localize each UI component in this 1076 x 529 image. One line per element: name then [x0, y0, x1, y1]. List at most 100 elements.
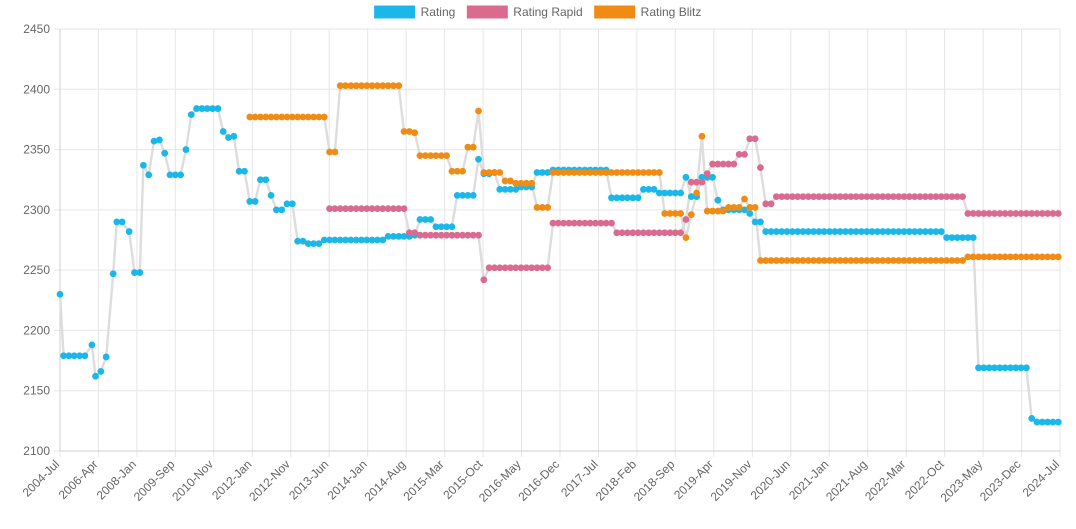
data-point	[427, 216, 435, 223]
data-point	[1054, 210, 1062, 217]
data-point	[735, 204, 743, 211]
legend-swatch-0	[374, 5, 416, 19]
legend-swatch-2	[594, 5, 636, 19]
data-point	[677, 189, 685, 197]
data-point	[719, 207, 727, 215]
data-point	[140, 161, 147, 169]
x-tick-label: 2006-Apr	[56, 457, 101, 502]
data-point	[56, 290, 64, 298]
y-tick-label: 2250	[23, 263, 50, 277]
data-point	[475, 155, 482, 163]
data-point	[703, 170, 711, 178]
data-point	[959, 193, 966, 200]
data-point	[187, 111, 195, 119]
data-point	[1022, 364, 1030, 372]
y-tick-label: 2300	[23, 203, 50, 217]
x-tick-label: 2019-Nov	[708, 457, 755, 504]
x-tick-label: 2023-Dec	[977, 457, 1024, 504]
data-point	[687, 211, 695, 219]
data-point	[241, 167, 248, 175]
data-point	[682, 234, 690, 241]
data-point	[288, 200, 296, 208]
data-point	[496, 169, 504, 176]
data-point	[177, 171, 185, 179]
data-point	[655, 169, 663, 176]
data-point	[475, 107, 482, 115]
y-tick-label: 2400	[23, 82, 50, 96]
data-point	[469, 191, 477, 199]
data-point	[757, 218, 764, 226]
x-tick-label: 2012-Nov	[246, 457, 293, 504]
data-point	[741, 195, 748, 203]
data-point	[528, 179, 536, 187]
series-points	[56, 82, 1062, 426]
legend: Rating Rating Rapid Rating Blitz	[374, 5, 702, 19]
x-tick-label: 2018-Sep	[631, 457, 678, 504]
data-point	[746, 210, 754, 217]
data-point	[109, 270, 117, 278]
data-point	[608, 219, 615, 227]
y-tick-label: 2450	[23, 22, 50, 36]
data-point	[741, 150, 748, 158]
data-point	[698, 132, 706, 140]
data-point	[88, 341, 96, 349]
legend-label-1: Rating Rapid	[513, 5, 582, 19]
data-point	[709, 173, 716, 181]
x-tick-label: 2014-Aug	[362, 457, 409, 504]
data-point	[969, 234, 977, 241]
x-tick-label: 2022-Mar	[862, 457, 908, 503]
legend-label-2: Rating Blitz	[641, 5, 702, 19]
data-point	[331, 148, 339, 156]
data-point	[145, 171, 153, 179]
data-point	[161, 149, 169, 157]
data-point	[251, 198, 259, 205]
x-tick-label: 2015-Mar	[401, 457, 447, 503]
data-point	[459, 167, 466, 175]
x-tick-label: 2009-Sep	[131, 457, 178, 504]
data-point	[230, 132, 238, 140]
data-point	[81, 352, 89, 360]
data-point	[315, 240, 323, 248]
y-tick-label: 2100	[23, 444, 50, 458]
data-point	[698, 178, 706, 186]
data-point	[959, 257, 966, 264]
data-point	[693, 189, 700, 197]
data-point	[448, 223, 456, 231]
data-point	[92, 372, 99, 380]
x-tick-label: 2016-May	[476, 457, 524, 505]
y-tick-label: 2150	[23, 384, 50, 398]
data-point	[480, 276, 488, 284]
x-tick-label: 2024-Jul	[1020, 457, 1062, 499]
data-point	[1028, 415, 1036, 422]
data-point	[182, 146, 190, 153]
data-point	[155, 136, 163, 144]
data-point	[677, 229, 685, 237]
data-point	[262, 176, 270, 184]
data-point	[214, 105, 222, 112]
data-point	[443, 152, 450, 159]
data-point	[475, 231, 482, 239]
data-point	[682, 216, 690, 223]
data-point	[544, 264, 552, 272]
data-point	[400, 205, 408, 213]
x-tick-label: 2023-May	[938, 457, 986, 505]
x-tick-label: 2016-Dec	[515, 457, 562, 504]
legend-swatch-1	[466, 5, 508, 19]
grid-lines	[54, 28, 1061, 457]
data-point	[118, 218, 126, 226]
data-point	[395, 82, 403, 90]
data-point	[937, 228, 945, 235]
data-point	[634, 194, 642, 202]
data-point	[102, 353, 110, 361]
x-tick-label: 2021-Aug	[823, 457, 870, 504]
data-point	[1054, 253, 1062, 261]
data-point	[320, 113, 328, 121]
legend-label-0: Rating	[421, 5, 456, 19]
data-point	[1054, 418, 1062, 426]
data-point	[278, 206, 286, 214]
data-point	[136, 269, 144, 276]
data-point	[379, 236, 387, 244]
data-point	[751, 135, 759, 143]
x-tick-label: 2010-Nov	[169, 457, 216, 504]
